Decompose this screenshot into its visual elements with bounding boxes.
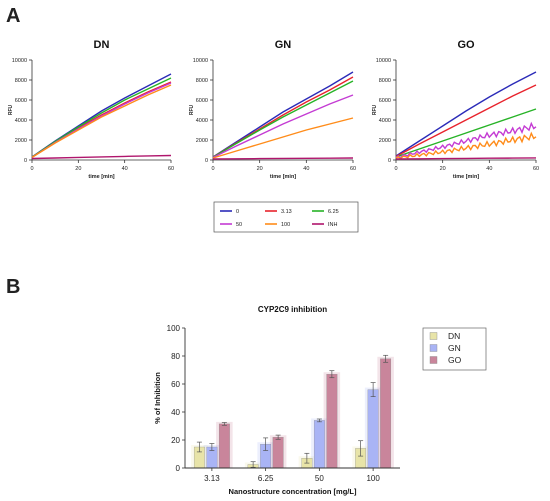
series-line-6-25 [212,80,354,158]
x-axis-label: Nanostructure concentration [mg/L] [229,487,357,496]
bar-chart-cyp2c9: CYP2C9 inhibition 0 20 40 60 80 100 3.13 6.25 50 1… [153,305,400,496]
series-line-6-25 [31,77,172,158]
series-line-6-25 [395,108,537,158]
line-legend: 0 3.13 6.25 50 100 INH [213,201,359,233]
chart-title: DN [94,39,110,51]
x-tick-label: 100 [366,474,380,483]
y-tick-label: 0 [205,158,208,164]
legend-label: INH [328,222,338,228]
legend-label: 6.25 [328,209,339,215]
legend-label: 0 [236,209,239,215]
bar-GO-100 [380,358,392,469]
series-line-100 [212,117,354,159]
bar-GN-100 [367,389,379,469]
x-axis-label: time [min] [453,174,479,180]
y-tick-label: 2000 [15,138,27,144]
y-tick-label: 2000 [196,138,208,144]
y-tick-label: 80 [171,352,180,361]
series-line-3-13 [395,84,537,158]
y-tick-label: 6000 [196,98,208,104]
x-tick-label: 60 [350,166,356,172]
y-tick-label: 10000 [12,58,27,64]
bar-legend: DN GN GO [422,327,487,371]
y-tick-label: 8000 [379,78,391,84]
bar-chart-title: CYP2C9 inhibition [258,305,327,314]
bar-GO-6-25 [272,437,284,469]
y-tick-label: 0 [24,158,27,164]
y-tick-label: 40 [171,408,180,417]
x-tick-label: 60 [533,166,539,172]
y-tick-label: 4000 [379,118,391,124]
x-axis-label: time [min] [270,174,296,180]
legend-swatch-GN [429,344,438,352]
y-tick-label: 2000 [379,138,391,144]
legend-label-DN: DN [448,331,460,341]
legend-label-GN: GN [448,343,461,353]
x-tick-label: 20 [440,166,446,172]
y-tick-label: 0 [388,158,391,164]
x-tick-label: 20 [75,166,81,172]
y-tick-label: 0 [176,464,181,473]
y-axis-label: % of Inhibition [153,372,162,424]
series-line-50 [212,94,354,159]
series-line-0 [395,71,537,157]
legend-label-GO: GO [448,355,462,365]
chart-title: GN [275,39,292,51]
series-line-INH [395,157,537,160]
y-tick-label: 60 [171,380,180,389]
series-line-50 [395,121,537,159]
x-tick-label: 40 [122,166,128,172]
y-tick-label: 10000 [376,58,391,64]
series-line-INH [31,154,172,160]
y-tick-label: 10000 [193,58,208,64]
legend-label: 3.13 [281,209,292,215]
x-tick-label: 40 [303,166,309,172]
y-axis-label: RFU [8,104,14,115]
x-tick-label: 0 [394,166,397,172]
series-line-100 [31,84,172,158]
series-line-0 [212,71,354,158]
y-tick-label: 6000 [15,98,27,104]
y-tick-label: 8000 [15,78,27,84]
y-axis-label: RFU [372,104,378,115]
y-tick-label: 6000 [379,98,391,104]
y-axis-label: RFU [189,104,195,115]
series-line-100 [395,131,537,160]
legend-label: 50 [236,222,242,228]
line-chart-gn: GN 0 2000 4000 6000 8000 10000 0 20 40 60 time [min… [189,39,356,180]
y-tick-label: 100 [167,324,181,333]
panel-letter-a: A [6,5,20,27]
legend-swatch-DN [429,332,438,340]
y-tick-label: 20 [171,436,180,445]
x-tick-label: 0 [30,166,33,172]
x-tick-label: 20 [257,166,263,172]
y-tick-label: 4000 [196,118,208,124]
x-tick-label: 6.25 [258,474,274,483]
line-legend-box [213,201,359,233]
legend-swatch-GO [429,356,438,364]
bar-GO-3-13 [218,423,230,469]
series-line-INH [212,157,354,160]
x-tick-label: 3.13 [204,474,220,483]
legend-label: 100 [281,222,290,228]
y-tick-label: 8000 [196,78,208,84]
x-tick-label: 40 [486,166,492,172]
x-tick-label: 60 [168,166,174,172]
bar-GO-50 [326,374,338,469]
line-chart-dn: DN 0 2000 4000 6000 8000 10000 0 20 40 60 time [min… [8,39,174,180]
x-tick-label: 50 [315,474,324,483]
panel-letter-b: B [6,276,20,298]
y-tick-label: 4000 [15,118,27,124]
chart-title: GO [457,39,475,51]
x-tick-label: 0 [211,166,214,172]
x-axis-label: time [min] [88,174,114,180]
bar-GN-50 [313,420,325,469]
line-chart-go: GO 0 2000 4000 6000 8000 10000 0 20 40 60 time [min… [372,39,539,180]
